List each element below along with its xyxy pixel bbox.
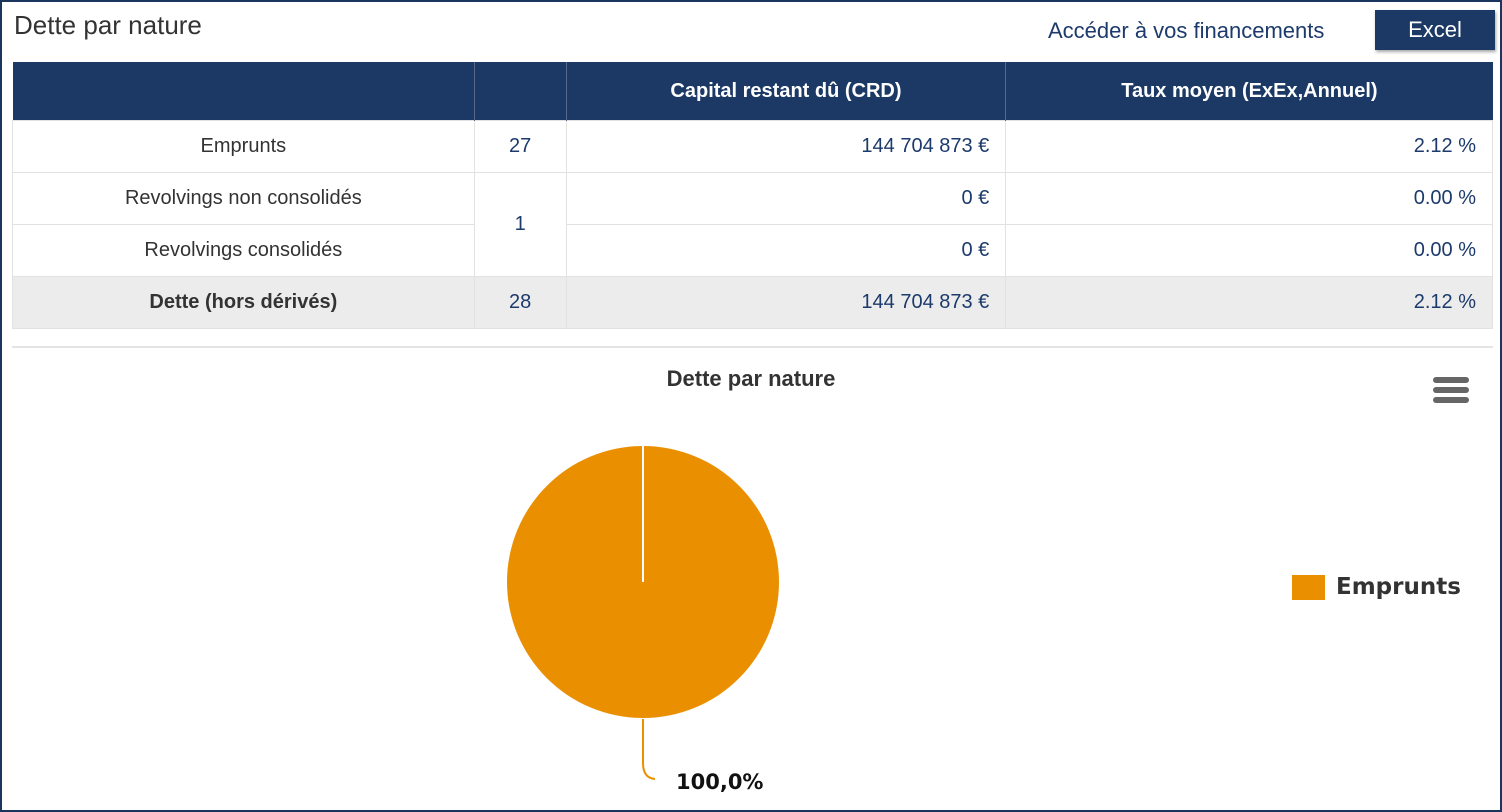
total-taux: 2.12 % (1005, 276, 1493, 329)
row-label: Emprunts (12, 120, 475, 173)
table-total-row: Dette (hors dérivés) 28 144 704 873 € 2.… (12, 276, 1493, 329)
row-count: 1 (473, 172, 567, 277)
row-crd: 0 € (565, 224, 1007, 277)
row-crd: 0 € (565, 172, 1007, 225)
column-header-label (12, 62, 475, 121)
row-taux: 0.00 % (1005, 172, 1493, 225)
hamburger-menu-icon[interactable] (1433, 377, 1469, 405)
chart-title: Dette par nature (666, 366, 836, 391)
row-count: 27 (473, 120, 567, 173)
pie-data-label: 100,0% (676, 770, 764, 794)
table-row: Emprunts 27 144 704 873 € 2.12 % (12, 120, 1493, 173)
table-row: Revolvings non consolidés 1 0 € 0.00 % (12, 172, 1493, 277)
column-header-taux: Taux moyen (ExEx,Annuel) (1005, 62, 1493, 121)
row-label: Revolvings consolidés (12, 224, 475, 277)
legend-swatch-icon (1292, 574, 1325, 600)
page-title: Dette par nature (14, 10, 202, 40)
access-financements-link[interactable]: Accéder à vos financements (1048, 18, 1325, 43)
column-header-crd: Capital restant dû (CRD) (565, 62, 1006, 121)
table-header-row: Capital restant dû (CRD) Taux moyen (ExE… (12, 62, 1493, 121)
divider (12, 346, 1493, 348)
row-crd: 144 704 873 € (565, 120, 1007, 173)
row-taux: 2.12 % (1005, 120, 1493, 173)
legend-label: Emprunts (1336, 574, 1461, 600)
total-label: Dette (hors dérivés) (12, 276, 475, 329)
column-header-count (473, 62, 567, 121)
total-count: 28 (473, 276, 567, 329)
total-crd: 144 704 873 € (565, 276, 1007, 329)
legend-item-emprunts[interactable]: Emprunts (1292, 574, 1461, 600)
debt-table: Capital restant dû (CRD) Taux moyen (ExE… (12, 62, 1493, 329)
pie-chart[interactable] (505, 445, 785, 790)
excel-export-button[interactable]: Excel (1375, 10, 1495, 50)
row-taux: 0.00 % (1005, 224, 1493, 277)
row-label: Revolvings non consolidés (12, 172, 475, 225)
table-row: Revolvings consolidés 0 € 0.00 % (12, 224, 1493, 277)
data-label-connector (642, 719, 656, 780)
